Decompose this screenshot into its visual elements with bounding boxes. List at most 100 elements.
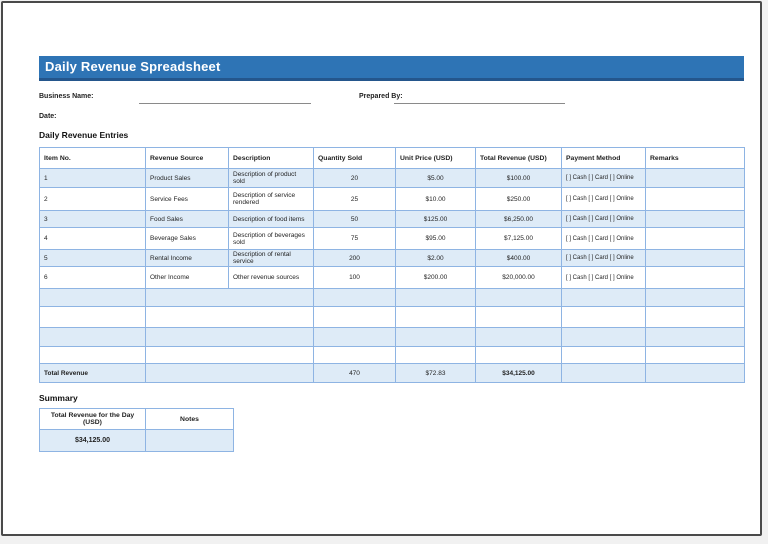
- spreadsheet-page: Daily Revenue Spreadsheet Business Name:…: [1, 1, 762, 536]
- unit-price-cell[interactable]: $5.00: [395, 168, 476, 188]
- empty-cell[interactable]: [39, 346, 146, 364]
- unit-price-cell[interactable]: $10.00: [395, 187, 476, 211]
- payment-method-cell[interactable]: [ ] Cash [ ] Card [ ] Online: [561, 210, 646, 228]
- item-no-cell[interactable]: 5: [39, 249, 146, 267]
- table-row: 2 Service Fees Description of service re…: [39, 187, 745, 211]
- table-row: 1 Product Sales Description of product s…: [39, 168, 745, 188]
- revenue-source-cell[interactable]: Food Sales: [145, 210, 229, 228]
- total-payment-cell: [561, 363, 646, 383]
- empty-cell[interactable]: [313, 346, 396, 364]
- entries-heading: Daily Revenue Entries: [39, 130, 129, 140]
- total-revenue-value: $34,125.00: [475, 363, 562, 383]
- prepared-by-field[interactable]: [394, 92, 565, 104]
- empty-cell[interactable]: [561, 327, 646, 347]
- empty-cell[interactable]: [475, 306, 562, 328]
- remarks-cell[interactable]: [645, 249, 745, 267]
- empty-cell[interactable]: [645, 346, 745, 364]
- item-no-cell[interactable]: 2: [39, 187, 146, 211]
- quantity-cell[interactable]: 200: [313, 249, 396, 267]
- quantity-cell[interactable]: 75: [313, 227, 396, 250]
- remarks-cell[interactable]: [645, 168, 745, 188]
- empty-cell[interactable]: [475, 346, 562, 364]
- revenue-source-cell[interactable]: Product Sales: [145, 168, 229, 188]
- total-revenue-cell[interactable]: $7,125.00: [475, 227, 562, 250]
- description-cell[interactable]: Description of service rendered: [228, 187, 314, 211]
- empty-cell[interactable]: [561, 306, 646, 328]
- column-header-quantity-sold: Quantity Sold: [313, 147, 396, 169]
- quantity-cell[interactable]: 50: [313, 210, 396, 228]
- summary-notes-cell[interactable]: [145, 429, 234, 452]
- empty-cell[interactable]: [39, 327, 146, 347]
- total-revenue-cell[interactable]: $20,000.00: [475, 266, 562, 289]
- empty-cell[interactable]: [39, 288, 146, 307]
- empty-cell[interactable]: [39, 306, 146, 328]
- remarks-cell[interactable]: [645, 210, 745, 228]
- table-row: 5 Rental Income Description of rental se…: [39, 249, 745, 267]
- revenue-source-cell[interactable]: Service Fees: [145, 187, 229, 211]
- unit-price-cell[interactable]: $2.00: [395, 249, 476, 267]
- description-cell[interactable]: Description of food items: [228, 210, 314, 228]
- empty-cell[interactable]: [395, 327, 476, 347]
- description-cell[interactable]: Description of product sold: [228, 168, 314, 188]
- unit-price-cell[interactable]: $125.00: [395, 210, 476, 228]
- payment-method-cell[interactable]: [ ] Cash [ ] Card [ ] Online: [561, 187, 646, 211]
- empty-cell[interactable]: [145, 327, 314, 347]
- description-cell[interactable]: Description of beverages sold: [228, 227, 314, 250]
- column-header-item-no: Item No.: [39, 147, 146, 169]
- column-header-remarks: Remarks: [645, 147, 745, 169]
- column-header-payment-method: Payment Method: [561, 147, 646, 169]
- revenue-table: Item No. Revenue Source Description Quan…: [39, 147, 745, 383]
- item-no-cell[interactable]: 4: [39, 227, 146, 250]
- empty-cell[interactable]: [561, 288, 646, 307]
- empty-cell[interactable]: [313, 306, 396, 328]
- empty-cell[interactable]: [645, 306, 745, 328]
- empty-cell[interactable]: [395, 306, 476, 328]
- remarks-cell[interactable]: [645, 227, 745, 250]
- empty-cell[interactable]: [645, 327, 745, 347]
- quantity-cell[interactable]: 20: [313, 168, 396, 188]
- payment-method-cell[interactable]: [ ] Cash [ ] Card [ ] Online: [561, 168, 646, 188]
- total-revenue-cell[interactable]: $100.00: [475, 168, 562, 188]
- unit-price-cell[interactable]: $200.00: [395, 266, 476, 289]
- empty-cell[interactable]: [313, 327, 396, 347]
- empty-cell[interactable]: [475, 288, 562, 307]
- total-revenue-cell[interactable]: $400.00: [475, 249, 562, 267]
- quantity-cell[interactable]: 100: [313, 266, 396, 289]
- item-no-cell[interactable]: 3: [39, 210, 146, 228]
- total-revenue-cell[interactable]: $250.00: [475, 187, 562, 211]
- payment-method-cell[interactable]: [ ] Cash [ ] Card [ ] Online: [561, 227, 646, 250]
- table-row: 3 Food Sales Description of food items 5…: [39, 210, 745, 228]
- column-header-revenue-source: Revenue Source: [145, 147, 229, 169]
- empty-row: [39, 327, 745, 347]
- payment-method-cell[interactable]: [ ] Cash [ ] Card [ ] Online: [561, 249, 646, 267]
- payment-method-cell[interactable]: [ ] Cash [ ] Card [ ] Online: [561, 266, 646, 289]
- revenue-source-cell[interactable]: Rental Income: [145, 249, 229, 267]
- item-no-cell[interactable]: 1: [39, 168, 146, 188]
- remarks-cell[interactable]: [645, 187, 745, 211]
- revenue-source-cell[interactable]: Beverage Sales: [145, 227, 229, 250]
- empty-cell[interactable]: [145, 346, 314, 364]
- quantity-cell[interactable]: 25: [313, 187, 396, 211]
- empty-row: [39, 346, 745, 364]
- empty-cell[interactable]: [395, 346, 476, 364]
- unit-price-cell[interactable]: $95.00: [395, 227, 476, 250]
- empty-cell[interactable]: [395, 288, 476, 307]
- empty-cell[interactable]: [313, 288, 396, 307]
- empty-cell[interactable]: [645, 288, 745, 307]
- remarks-cell[interactable]: [645, 266, 745, 289]
- total-revenue-cell[interactable]: $6,250.00: [475, 210, 562, 228]
- empty-cell[interactable]: [145, 288, 314, 307]
- description-cell[interactable]: Other revenue sources: [228, 266, 314, 289]
- date-label: Date:: [39, 113, 57, 120]
- empty-cell[interactable]: [561, 346, 646, 364]
- total-unit-price: $72.83: [395, 363, 476, 383]
- empty-cell[interactable]: [475, 327, 562, 347]
- business-name-field[interactable]: [139, 92, 311, 104]
- revenue-source-cell[interactable]: Other Income: [145, 266, 229, 289]
- item-no-cell[interactable]: 6: [39, 266, 146, 289]
- empty-cell[interactable]: [145, 306, 314, 328]
- column-header-unit-price: Unit Price (USD): [395, 147, 476, 169]
- description-cell[interactable]: Description of rental service: [228, 249, 314, 267]
- summary-heading: Summary: [39, 393, 78, 403]
- total-label: Total Revenue: [39, 363, 146, 383]
